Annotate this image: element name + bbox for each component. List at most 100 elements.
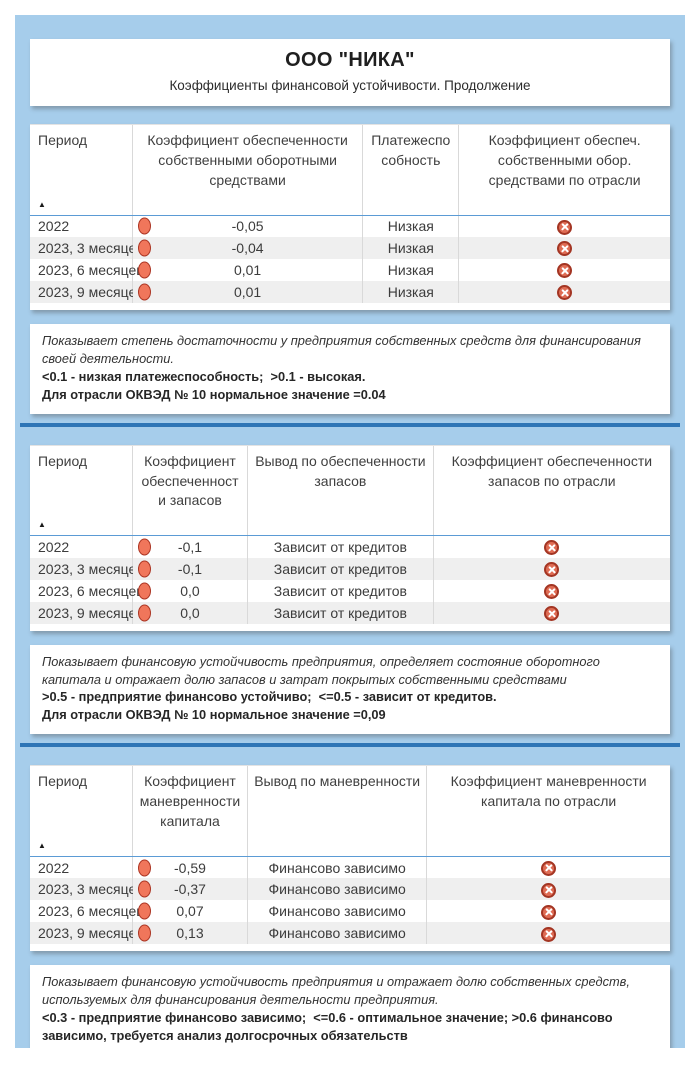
industry-cell — [458, 237, 670, 259]
cross-status-icon — [541, 860, 557, 876]
note-description: Показывает финансовую устойчивость предп… — [42, 653, 600, 687]
industry-cell — [458, 281, 670, 303]
value-cell: 0,0 — [132, 579, 249, 602]
status-dot-icon — [137, 217, 151, 235]
column-header-conclusion[interactable]: Вывод по обеспеченности запасов — [247, 445, 434, 514]
column-header-period[interactable]: Период — [30, 766, 133, 834]
column-header-conclusion[interactable]: Платежеспособность — [362, 125, 460, 193]
note-card-own-working-capital: Показывает степень достаточности у предп… — [30, 324, 670, 414]
value-cell: 0,13 — [132, 922, 249, 945]
table-row: 2022 -0,05 Низкая — [30, 215, 670, 237]
status-dot-icon — [137, 538, 151, 556]
value-text: -0,05 — [231, 218, 264, 235]
status-dot-icon — [137, 604, 151, 622]
column-header-industry[interactable]: Коэффициент обеспеч. собственными обор. … — [488, 132, 641, 188]
cross-status-icon — [541, 882, 557, 898]
value-cell: -0,1 — [132, 557, 249, 580]
cross-status-icon — [544, 562, 560, 578]
value-cell: 0,07 — [132, 900, 249, 923]
conclusion-cell: Финансово зависимо — [247, 878, 428, 901]
column-header-period[interactable]: Период — [30, 125, 133, 193]
note-thresholds: >0.5 - предприятие финансово устойчиво; … — [42, 689, 497, 705]
cross-status-icon — [557, 241, 573, 257]
conclusion-cell: Низкая — [362, 281, 460, 303]
conclusion-cell: Низкая — [362, 259, 460, 281]
conclusion-cell: Низкая — [362, 237, 460, 259]
cross-status-icon — [557, 263, 573, 279]
table-row: 2022 -0,1 Зависит от кредитов — [30, 535, 670, 558]
table-header-row: Период Коэффициент обеспеченности собств… — [30, 125, 670, 193]
column-header-industry[interactable]: Коэффициент маневренности капитала по от… — [450, 773, 647, 810]
table-header-row: Период Коэффициент обеспеченности запасо… — [30, 445, 670, 514]
period-cell: 2023, 9 месяцев — [30, 922, 144, 945]
company-title: ООО "НИКА" — [285, 49, 415, 71]
table-row: 2023, 9 месяцев 0,01 Низкая — [30, 281, 670, 303]
sort-asc-icon[interactable]: ▲ — [38, 840, 46, 850]
sort-indicator-row: ▲ — [30, 833, 670, 857]
value-text: 0,07 — [176, 903, 204, 920]
conclusion-cell: Финансово зависимо — [247, 856, 428, 879]
industry-cell — [427, 900, 670, 922]
value-text: -0,04 — [231, 240, 264, 256]
sort-indicator-row: ▲ — [30, 192, 670, 216]
sort-asc-icon[interactable]: ▲ — [38, 199, 46, 209]
status-dot-icon — [137, 902, 151, 920]
report-subtitle: Коэффициенты финансовой устойчивости. Пр… — [169, 78, 531, 93]
value-cell: 0,01 — [132, 259, 364, 281]
industry-cell — [427, 856, 670, 878]
note-thresholds: <0.3 - предприятие финансово зависимо; <… — [42, 1010, 617, 1043]
industry-cell — [433, 557, 670, 580]
period-cell: 2023, 6 месяцев — [30, 900, 144, 923]
column-header-value[interactable]: Коэффициент обеспеченности собственными … — [132, 125, 364, 193]
note-description: Показывает степень достаточности у предп… — [42, 333, 641, 366]
table-row: 2022 -0,59 Финансово зависимо — [30, 856, 670, 879]
industry-cell — [459, 259, 670, 281]
cross-status-icon — [544, 606, 560, 622]
note-description: Показывает финансовую устойчивость предп… — [42, 974, 630, 1008]
industry-cell — [433, 580, 670, 602]
industry-cell — [459, 215, 670, 237]
table-row: 2023, 3 месяцев -0,37 Финансово зависимо — [30, 878, 670, 901]
note-card-inventory-coverage: Показывает финансовую устойчивость предп… — [30, 644, 670, 735]
cross-status-icon — [541, 926, 557, 942]
report-canvas: ООО "НИКА" Коэффициенты финансовой устой… — [15, 15, 685, 1048]
period-cell: 2022 — [30, 215, 133, 237]
industry-cell — [426, 878, 670, 901]
value-cell: 0,0 — [132, 601, 249, 624]
table-inventory-coverage: Период Коэффициент обеспеченности запасо… — [30, 444, 670, 631]
status-dot-icon — [137, 283, 151, 301]
period-cell: 2022 — [30, 856, 133, 879]
period-cell: 2023, 6 месяцев — [30, 259, 144, 281]
value-text: -0,1 — [177, 538, 203, 555]
status-dot-icon — [137, 560, 151, 578]
column-header-period[interactable]: Период — [30, 445, 133, 514]
table-row: 2023, 9 месяцев 0,0 Зависит от кредитов — [30, 601, 670, 624]
sort-asc-icon[interactable]: ▲ — [38, 520, 46, 530]
status-dot-icon — [137, 239, 151, 257]
conclusion-cell: Зависит от кредитов — [247, 557, 434, 580]
value-text: -0,1 — [177, 560, 203, 577]
value-text: -0,59 — [174, 859, 206, 876]
period-cell: 2023, 3 месяцев — [30, 237, 144, 259]
column-header-industry[interactable]: Коэффициент обеспеченности запасов по от… — [451, 452, 653, 489]
value-cell: -0,59 — [132, 856, 249, 879]
period-cell: 2023, 3 месяцев — [30, 557, 144, 580]
column-header-conclusion[interactable]: Вывод по маневренности — [247, 766, 428, 834]
column-header-value[interactable]: Коэффициент обеспеченности запасов — [132, 445, 249, 514]
conclusion-cell: Финансово зависимо — [247, 922, 428, 945]
table-row: 2023, 6 месяцев 0,07 Финансово зависимо — [30, 900, 670, 923]
table-row: 2023, 6 месяцев 0,0 Зависит от кредитов — [30, 579, 670, 602]
status-dot-icon — [137, 261, 151, 279]
period-cell: 2023, 9 месяцев — [30, 281, 144, 303]
cross-status-icon — [557, 285, 573, 301]
table-header-row: Период Коэффициент маневренности капитал… — [30, 766, 670, 834]
conclusion-cell: Зависит от кредитов — [247, 601, 434, 624]
column-header-value[interactable]: Коэффициент маневренности капитала — [132, 766, 249, 834]
table-row: 2023, 3 месяцев -0,04 Низкая — [30, 237, 670, 259]
status-dot-icon — [137, 880, 151, 898]
cross-status-icon — [544, 584, 560, 600]
value-text: 0,01 — [233, 262, 262, 278]
period-cell: 2023, 6 месяцев — [30, 579, 144, 602]
section-divider — [20, 422, 680, 427]
